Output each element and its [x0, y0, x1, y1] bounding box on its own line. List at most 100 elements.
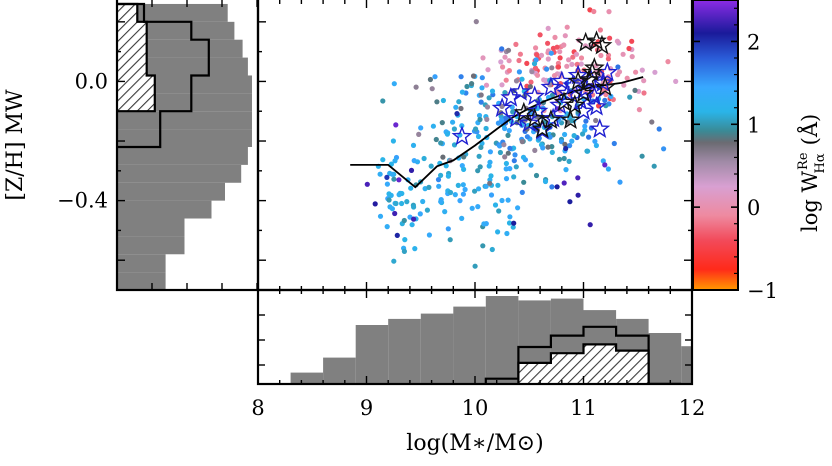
scatter-point — [598, 52, 604, 59]
scatter-point — [477, 116, 483, 123]
y-tick-labels: 0.0 −0.4 — [57, 69, 108, 212]
median-trend-line — [350, 76, 644, 189]
colorbar-label-unit: (Å) — [797, 114, 822, 146]
scatter-point — [520, 154, 527, 160]
scatter-point — [545, 40, 551, 46]
x-axis-label: log(M∗/M⊙) — [406, 431, 543, 456]
scatter-point — [499, 46, 505, 52]
scatter-point — [429, 86, 435, 92]
scatter-point — [615, 64, 621, 70]
scatter-point — [498, 59, 504, 65]
scatter-point — [506, 68, 512, 74]
scatter-point — [495, 182, 501, 188]
scatter-point — [413, 84, 419, 90]
scatter-point — [574, 61, 580, 67]
scatter-point — [587, 7, 593, 13]
bottom-histogram-bar — [648, 333, 682, 383]
scatter-point — [562, 141, 568, 147]
scatter-point — [499, 117, 505, 123]
star-marker-blue — [505, 107, 527, 128]
scatter-point — [537, 32, 543, 38]
scatter-point — [486, 163, 492, 169]
scatter-point — [478, 144, 484, 150]
scatter-point — [517, 51, 524, 57]
left-hist-open-outline — [117, 2, 210, 149]
scatter-point — [497, 143, 503, 149]
scatter-point — [673, 78, 679, 84]
scatter-point — [639, 153, 645, 159]
y-tick-label: 0.0 — [75, 69, 108, 93]
scatter-point — [605, 166, 612, 172]
scatter-point — [597, 27, 604, 33]
scatter-point — [639, 67, 645, 73]
scatter-point — [483, 183, 489, 189]
scatter-point — [479, 75, 485, 81]
scatter-point — [504, 230, 510, 237]
scatter-point — [433, 136, 439, 143]
scatter-point — [487, 180, 493, 186]
scatter-point — [515, 205, 521, 211]
scatter-point — [569, 61, 575, 67]
scatter-point — [592, 138, 598, 144]
scatter-point — [562, 33, 568, 39]
scatter-point — [569, 118, 575, 124]
scatter-point — [473, 19, 479, 25]
scatter-point — [430, 123, 436, 129]
scatter-point — [507, 214, 513, 220]
scatter-point — [611, 140, 617, 147]
scatter-point — [519, 76, 525, 82]
scatter-point — [641, 78, 647, 84]
x-tick-label: 12 — [679, 396, 706, 420]
scatter-point — [506, 58, 512, 64]
scatter-point — [404, 199, 410, 205]
scatter-point — [438, 172, 444, 178]
x-tick-label: 8 — [251, 396, 264, 420]
scatter-point — [564, 24, 570, 30]
colorbar-label-superscript: Re — [796, 152, 811, 170]
scatter-point — [408, 167, 415, 173]
scatter-point — [391, 176, 397, 182]
left-histogram-bar — [117, 111, 252, 130]
scatter-point — [620, 51, 626, 57]
scatter-point — [513, 78, 520, 84]
scatter-point — [629, 54, 635, 60]
scatter-point — [593, 142, 600, 149]
scatter-point — [563, 145, 569, 152]
scatter-point — [524, 60, 530, 66]
scatter-point — [531, 61, 538, 67]
scatter-point — [519, 189, 525, 195]
x-tick-label: 10 — [462, 396, 489, 420]
scatter-point — [488, 192, 495, 198]
scatter-point — [394, 232, 400, 238]
star-marker-blue — [524, 85, 546, 106]
star-marker-blue — [518, 112, 540, 133]
scatter-point — [532, 65, 539, 71]
scatter-point — [451, 126, 457, 132]
scatter-point — [489, 88, 496, 94]
scatter-point — [447, 189, 454, 196]
scatter-point — [483, 125, 489, 132]
scatter-point — [389, 171, 395, 177]
scatter-point — [510, 145, 517, 151]
scatter-point — [484, 104, 491, 110]
scatter-point — [384, 174, 390, 180]
scatter-point — [649, 119, 655, 125]
scatter-point — [396, 177, 402, 183]
scatter-point — [521, 179, 527, 185]
star-marker-blue — [567, 64, 589, 85]
scatter-point — [478, 92, 484, 98]
scatter-point — [528, 79, 534, 85]
star-marker-blue — [589, 118, 611, 138]
scatter-point — [566, 158, 572, 164]
scatter-point — [458, 74, 464, 80]
scatter-point — [436, 183, 442, 189]
left-histogram-bar — [117, 218, 185, 237]
scatter-point — [434, 99, 440, 105]
scatter-point — [401, 248, 407, 254]
scatter-point — [548, 50, 554, 56]
scatter-point — [384, 224, 390, 230]
scatter-point — [511, 158, 517, 164]
scatter-point — [629, 38, 635, 44]
bottom-histogram-bars — [290, 296, 692, 383]
colorbar-label: log WRe Hα (Å) — [796, 114, 828, 232]
